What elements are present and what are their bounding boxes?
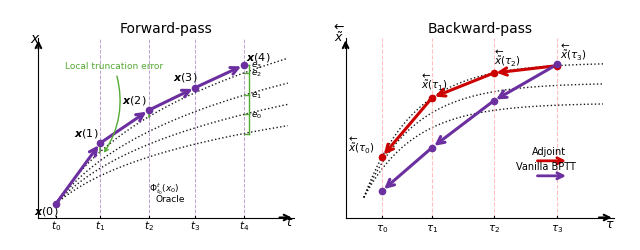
Text: $\tau$: $\tau$ — [605, 218, 615, 230]
Text: $\boldsymbol{x}(0)$: $\boldsymbol{x}(0)$ — [34, 204, 58, 218]
Text: $e_2$: $e_2$ — [252, 68, 262, 79]
Text: $\boldsymbol{x}(4)$: $\boldsymbol{x}(4)$ — [246, 50, 270, 64]
Text: Oracle: Oracle — [156, 195, 185, 204]
Text: $x$: $x$ — [29, 32, 40, 46]
Text: $t_2$: $t_2$ — [144, 220, 154, 234]
Text: $t$: $t$ — [285, 216, 293, 229]
Text: $\tau_1$: $\tau_1$ — [426, 223, 438, 235]
Text: $t_0$: $t_0$ — [51, 220, 61, 234]
Text: $\boldsymbol{x}(2)$: $\boldsymbol{x}(2)$ — [122, 94, 147, 107]
Text: $e_3$: $e_3$ — [252, 61, 262, 71]
Title: Backward-pass: Backward-pass — [428, 22, 532, 36]
Text: $t_4$: $t_4$ — [239, 220, 249, 234]
Text: $\overleftarrow{\tilde{x}}(\tau_0)$: $\overleftarrow{\tilde{x}}(\tau_0)$ — [348, 135, 374, 156]
Text: $\overleftarrow{\tilde{x}}(\tau_1)$: $\overleftarrow{\tilde{x}}(\tau_1)$ — [420, 73, 447, 93]
Text: $t_1$: $t_1$ — [95, 220, 105, 234]
Text: $\boldsymbol{x}(1)$: $\boldsymbol{x}(1)$ — [74, 127, 98, 140]
Text: $\boldsymbol{x}(3)$: $\boldsymbol{x}(3)$ — [173, 71, 198, 84]
Text: $\tau_3$: $\tau_3$ — [551, 223, 564, 235]
Text: $\tau_0$: $\tau_0$ — [376, 223, 388, 235]
Text: $\tau_2$: $\tau_2$ — [488, 223, 500, 235]
Text: Adjoint: Adjoint — [532, 147, 566, 157]
Text: Vanilla BPTT: Vanilla BPTT — [516, 162, 577, 172]
Text: $\Phi_{t_0}^{t}(x_0)$: $\Phi_{t_0}^{t}(x_0)$ — [148, 181, 179, 197]
Text: $e_1$: $e_1$ — [252, 91, 262, 102]
Text: $\overleftarrow{\tilde{x}}(\tau_3)$: $\overleftarrow{\tilde{x}}(\tau_3)$ — [560, 42, 586, 63]
Text: Local truncation error: Local truncation error — [65, 62, 163, 152]
Title: Forward-pass: Forward-pass — [120, 22, 212, 36]
Text: $\overleftarrow{\tilde{x}}$: $\overleftarrow{\tilde{x}}$ — [334, 24, 346, 46]
Text: $e_0$: $e_0$ — [252, 110, 262, 120]
Text: $\overleftarrow{\tilde{x}}(\tau_2)$: $\overleftarrow{\tilde{x}}(\tau_2)$ — [493, 48, 520, 68]
Text: $t_3$: $t_3$ — [190, 220, 200, 234]
